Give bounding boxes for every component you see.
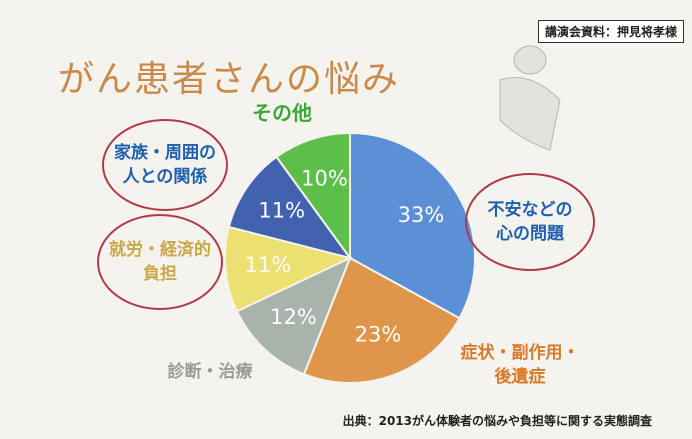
highlight-circle bbox=[97, 214, 223, 310]
pie-slice bbox=[224, 225, 353, 313]
title: がん患者さんの悩み bbox=[58, 59, 401, 100]
figure-illustration bbox=[499, 45, 561, 151]
category-label: 症状・副作用・ 後遺症 bbox=[460, 343, 580, 387]
category-label: 不安などの 心の問題 bbox=[487, 200, 573, 244]
source: 出典：2013がん体験者の悩みや負担等に関する実態調査 bbox=[342, 414, 652, 428]
value-label: 11% bbox=[258, 199, 305, 223]
pie-slice bbox=[349, 131, 476, 320]
highlight-circle bbox=[102, 119, 228, 211]
pie-slice bbox=[227, 155, 353, 260]
value-label: 12% bbox=[270, 305, 317, 329]
value-label: 33% bbox=[398, 203, 445, 227]
category-label: 診断・治療 bbox=[167, 362, 253, 382]
pie-slice bbox=[235, 256, 352, 376]
category-label: 就労・経済的 負担 bbox=[109, 240, 211, 284]
value-label: 23% bbox=[355, 323, 402, 347]
pie: 33% 23% 12% 11% 11% 10% bbox=[224, 131, 476, 384]
category-label: その他 bbox=[252, 101, 312, 125]
pie-slice bbox=[275, 131, 351, 262]
highlight-circle bbox=[465, 173, 595, 271]
value-label: 11% bbox=[245, 253, 292, 277]
category-label: 家族・周囲の 人との関係 bbox=[114, 143, 216, 187]
badge: 講演会資料：押見将孝様 bbox=[537, 20, 684, 43]
value-label: 10% bbox=[301, 167, 348, 191]
pie-slice bbox=[302, 256, 461, 384]
